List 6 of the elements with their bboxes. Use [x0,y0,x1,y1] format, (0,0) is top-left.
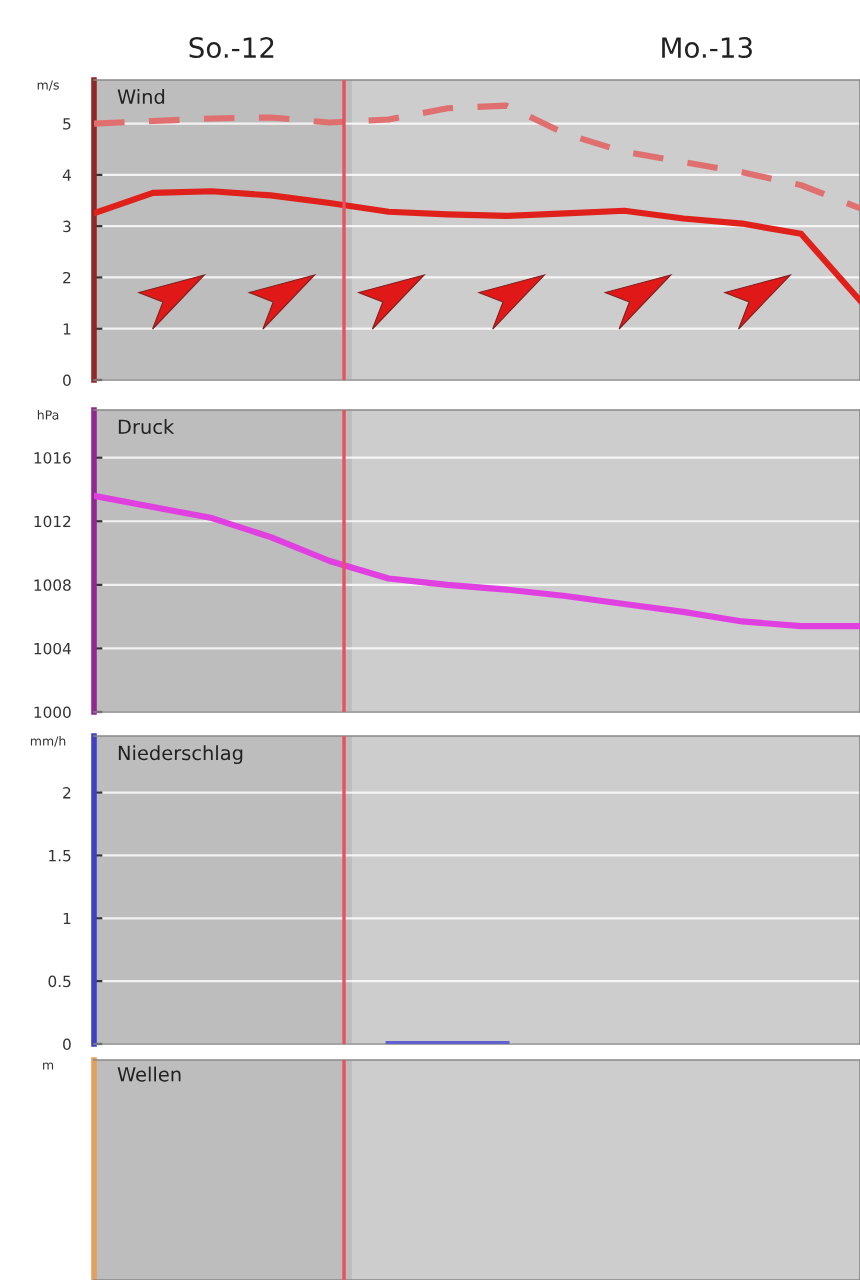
text: So.-12 [189,37,274,59]
text: Wellen [117,1066,181,1082]
chart-title: Niederschlag [118,745,243,765]
chart-title: Wind [117,89,165,105]
chart-title: Druck [118,419,175,435]
text: Mo.-13 [662,37,752,59]
